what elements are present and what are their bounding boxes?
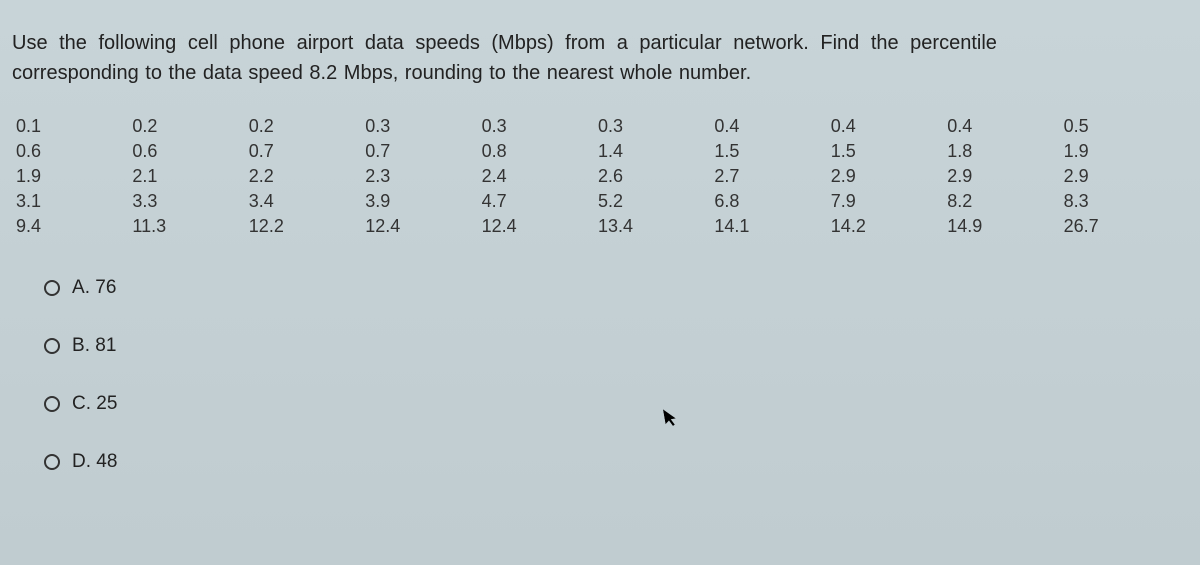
data-cell: 2.9: [827, 166, 943, 187]
data-cell: 12.4: [478, 216, 594, 237]
data-cell: 1.5: [827, 141, 943, 162]
data-cell: 0.3: [361, 116, 477, 137]
data-cell: 8.3: [1060, 191, 1176, 212]
data-cell: 14.1: [710, 216, 826, 237]
radio-icon: [44, 454, 60, 470]
data-cell: 2.9: [943, 166, 1059, 187]
option-label: B. 81: [72, 335, 116, 357]
question-statement: Use the following cell phone airport dat…: [12, 28, 1188, 88]
data-cell: 2.3: [361, 166, 477, 187]
data-cell: 0.6: [128, 141, 244, 162]
data-cell: 2.1: [128, 166, 244, 187]
data-cell: 3.1: [12, 191, 128, 212]
data-cell: 0.7: [245, 141, 361, 162]
options-group: A. 76 B. 81 C. 25 D. 48: [12, 277, 1188, 473]
data-cell: 0.7: [361, 141, 477, 162]
data-cell: 0.3: [594, 116, 710, 137]
data-cell: 0.3: [478, 116, 594, 137]
radio-icon: [44, 280, 60, 296]
data-cell: 0.4: [710, 116, 826, 137]
data-cell: 5.2: [594, 191, 710, 212]
data-cell: 3.3: [128, 191, 244, 212]
data-cell: 8.2: [943, 191, 1059, 212]
option-label: D. 48: [72, 451, 117, 473]
data-cell: 12.4: [361, 216, 477, 237]
data-cell: 0.6: [12, 141, 128, 162]
data-cell: 7.9: [827, 191, 943, 212]
radio-icon: [44, 396, 60, 412]
question-line-1: Use the following cell phone airport dat…: [12, 28, 1188, 58]
data-cell: 0.1: [12, 116, 128, 137]
option-a[interactable]: A. 76: [44, 277, 1188, 299]
data-cell: 1.4: [594, 141, 710, 162]
data-cell: 26.7: [1060, 216, 1176, 237]
data-cell: 2.6: [594, 166, 710, 187]
data-cell: 1.8: [943, 141, 1059, 162]
option-label: C. 25: [72, 393, 117, 415]
data-cell: 12.2: [245, 216, 361, 237]
data-table: 0.1 0.2 0.2 0.3 0.3 0.3 0.4 0.4 0.4 0.5 …: [12, 116, 1188, 237]
data-cell: 6.8: [710, 191, 826, 212]
data-cell: 14.9: [943, 216, 1059, 237]
data-cell: 0.4: [827, 116, 943, 137]
data-cell: 0.8: [478, 141, 594, 162]
option-label: A. 76: [72, 277, 116, 299]
data-cell: 3.9: [361, 191, 477, 212]
data-cell: 13.4: [594, 216, 710, 237]
data-cell: 2.2: [245, 166, 361, 187]
data-cell: 0.2: [245, 116, 361, 137]
option-b[interactable]: B. 81: [44, 335, 1188, 357]
data-cell: 0.4: [943, 116, 1059, 137]
data-cell: 9.4: [12, 216, 128, 237]
option-d[interactable]: D. 48: [44, 451, 1188, 473]
data-cell: 0.5: [1060, 116, 1176, 137]
data-cell: 11.3: [128, 216, 244, 237]
data-cell: 2.4: [478, 166, 594, 187]
option-c[interactable]: C. 25: [44, 393, 1188, 415]
data-cell: 3.4: [245, 191, 361, 212]
radio-icon: [44, 338, 60, 354]
data-cell: 0.2: [128, 116, 244, 137]
data-cell: 1.9: [1060, 141, 1176, 162]
data-cell: 1.9: [12, 166, 128, 187]
data-cell: 14.2: [827, 216, 943, 237]
data-cell: 2.9: [1060, 166, 1176, 187]
data-cell: 1.5: [710, 141, 826, 162]
question-line-2: corresponding to the data speed 8.2 Mbps…: [12, 58, 1188, 88]
data-cell: 2.7: [710, 166, 826, 187]
data-cell: 4.7: [478, 191, 594, 212]
